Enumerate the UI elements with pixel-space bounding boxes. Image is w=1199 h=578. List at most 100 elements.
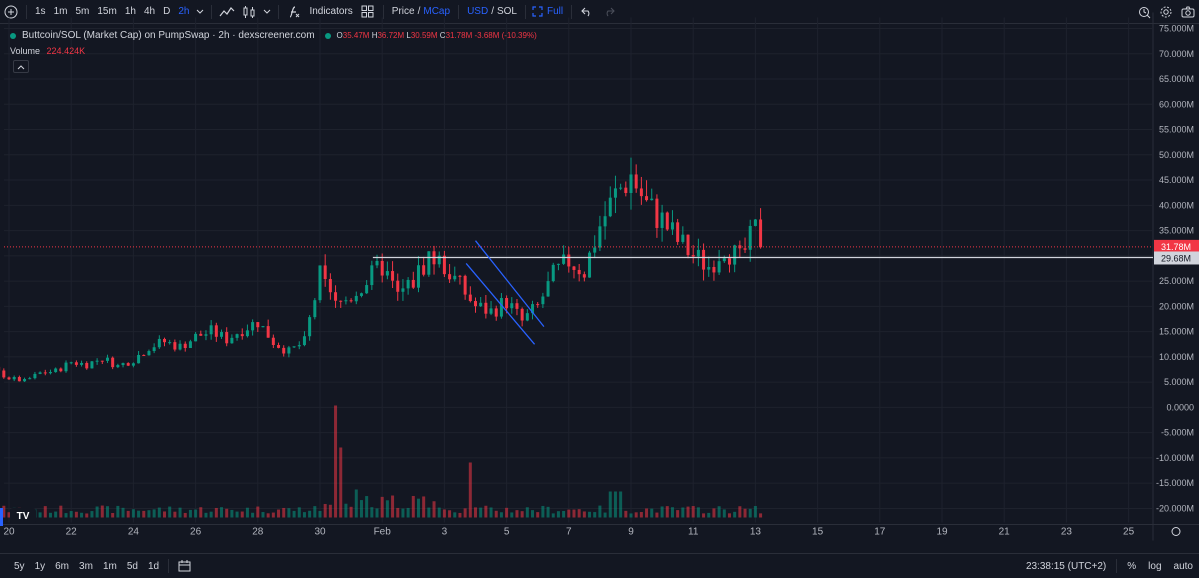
camera-snapshot-icon[interactable] — [1177, 0, 1199, 24]
full-button[interactable]: Full — [546, 5, 564, 17]
candle-body — [665, 212, 669, 230]
chevron-up-icon — [17, 64, 25, 69]
candle-body — [743, 248, 747, 250]
candle-body — [90, 361, 94, 369]
collapse-legend-button[interactable] — [13, 60, 29, 73]
price-axis-label: 60.000M — [1159, 99, 1194, 109]
toolbar-right-group — [1133, 0, 1199, 24]
range-3m[interactable]: 3m — [79, 560, 93, 572]
volume-bar — [624, 510, 628, 518]
interval-5m[interactable]: 5m — [75, 5, 90, 17]
volume-bar — [214, 507, 218, 518]
interval-2h[interactable]: 2h — [178, 5, 190, 17]
candle-body — [681, 234, 685, 242]
mcap-toggle[interactable]: MCap — [423, 5, 451, 17]
volume-bar — [271, 512, 275, 518]
volume-bar — [308, 510, 312, 518]
candle-body — [380, 260, 384, 276]
clock-timezone[interactable]: 23:38:15 (UTC+2) — [1025, 560, 1107, 572]
range-1d[interactable]: 1d — [147, 560, 160, 572]
volume-bar — [427, 507, 431, 518]
candle-body — [416, 265, 420, 288]
volume-bar — [282, 507, 286, 518]
volume-bar — [676, 510, 680, 518]
add-symbol-icon[interactable] — [0, 0, 22, 24]
volume-bar — [168, 506, 172, 518]
indicators-button[interactable]: Indicators — [309, 5, 353, 17]
volume-legend: Volume 224.424K — [10, 46, 85, 56]
candle-body — [515, 303, 519, 309]
candle-body — [194, 333, 198, 342]
price-chart[interactable]: 75.000M70.000M65.000M60.000M55.000M50.00… — [0, 0, 1199, 553]
volume-bar — [178, 507, 182, 518]
interval-1s[interactable]: 1s — [35, 5, 46, 17]
candle-body — [48, 372, 52, 374]
candle-body — [328, 279, 332, 293]
range-1m[interactable]: 1m — [102, 560, 117, 572]
candle-body — [748, 225, 752, 250]
price-axis-label: 40.000M — [1159, 200, 1194, 210]
candle-body — [7, 377, 11, 380]
interval-dropdown-chevron-icon[interactable] — [193, 0, 207, 24]
ohlc-values: O35.47M H36.72M L30.59M C31.78M -3.68M (… — [336, 31, 537, 40]
percent-scale-toggle[interactable]: % — [1127, 560, 1137, 572]
volume-bar — [613, 491, 617, 518]
interval-15m[interactable]: 15m — [97, 5, 117, 17]
quick-search-icon[interactable] — [1133, 0, 1155, 24]
candle-body — [251, 322, 255, 331]
interval-1m[interactable]: 1m — [53, 5, 68, 17]
volume-bar — [525, 507, 529, 518]
volume-bar — [536, 512, 540, 518]
usd-toggle[interactable]: USD — [467, 5, 489, 17]
interval-1h[interactable]: 1h — [124, 5, 136, 17]
undo-icon[interactable] — [576, 0, 598, 24]
candle-body — [531, 304, 535, 314]
goto-date-calendar-icon[interactable] — [173, 554, 195, 578]
auto-scale-toggle[interactable]: auto — [1173, 560, 1193, 572]
chart-type-dropdown-chevron-icon[interactable] — [260, 0, 274, 24]
sol-toggle[interactable]: SOL — [496, 5, 517, 17]
layouts-grid-icon[interactable] — [357, 0, 379, 24]
candle-body — [245, 330, 249, 337]
volume-bar — [603, 512, 607, 518]
volume-bar — [131, 509, 135, 518]
line-chart-type-icon[interactable] — [216, 0, 238, 24]
volume-bar — [551, 513, 555, 518]
candle-body — [199, 333, 203, 336]
candle-body — [613, 188, 617, 198]
price-toggle[interactable]: Price — [391, 5, 415, 17]
time-axis-label: 24 — [128, 527, 140, 538]
volume-bar — [7, 512, 11, 518]
volume-bar — [520, 511, 524, 518]
time-axis-label: 25 — [1123, 527, 1135, 538]
volume-bar — [220, 507, 224, 518]
candle-body — [74, 362, 78, 365]
candle-body — [323, 265, 327, 280]
volume-bar — [717, 506, 721, 518]
candles-chart-type-icon[interactable] — [238, 0, 260, 24]
volume-bar — [505, 507, 509, 518]
range-5d[interactable]: 5d — [126, 560, 138, 572]
candle-body — [111, 357, 115, 368]
candle-body — [562, 254, 566, 264]
candle-body — [546, 281, 550, 297]
fullscreen-icon[interactable] — [530, 0, 546, 24]
bottom-right-group: 23:38:15 (UTC+2) % log auto — [1020, 554, 1199, 578]
settings-gear-icon[interactable] — [1155, 0, 1177, 24]
volume-bar — [359, 500, 363, 518]
candle-body — [261, 326, 265, 328]
range-5y[interactable]: 5y — [14, 560, 25, 572]
range-1y[interactable]: 1y — [34, 560, 46, 572]
line-price-label: 29.68M — [1161, 253, 1191, 263]
tradingview-logo[interactable]: TV — [10, 508, 36, 524]
candle-body — [271, 337, 275, 345]
redo-icon[interactable] — [598, 0, 620, 24]
range-6m[interactable]: 6m — [55, 560, 70, 572]
interval-4h[interactable]: 4h — [143, 5, 156, 17]
time-axis-label: Feb — [374, 527, 392, 538]
indicators-icon[interactable] — [283, 0, 305, 24]
candle-body — [629, 174, 633, 194]
log-scale-toggle[interactable]: log — [1148, 560, 1162, 572]
time-axis-label: 21 — [999, 527, 1011, 538]
interval-d[interactable]: D — [163, 5, 171, 17]
